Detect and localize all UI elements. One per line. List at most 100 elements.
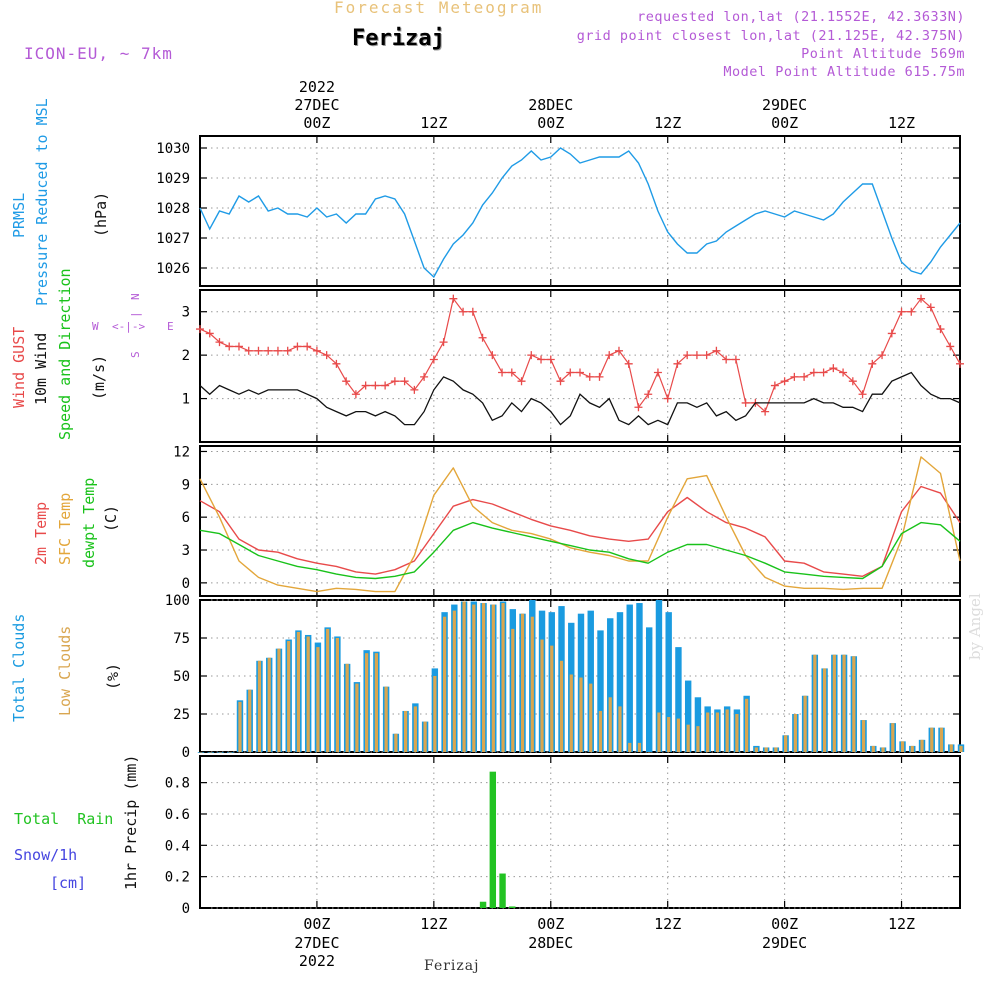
low-cloud-bar — [793, 714, 797, 752]
gust-marker — [800, 372, 809, 381]
low-cloud-bar — [365, 653, 369, 752]
low-cloud-bar — [501, 603, 505, 752]
low-cloud-bar — [345, 663, 349, 752]
bottom-axis-date-label: 29DEC — [762, 934, 807, 952]
low-cloud-bar — [550, 645, 554, 752]
top-axis-date-label: 27DEC — [294, 96, 339, 114]
low-cloud-bar — [374, 653, 378, 752]
gust-marker — [761, 407, 770, 416]
gust-marker — [692, 351, 701, 360]
gust-marker — [731, 355, 740, 364]
gust-marker — [926, 303, 935, 312]
total-cloud-bar — [684, 680, 692, 752]
low-cloud-bar — [618, 706, 622, 752]
low-cloud-bar — [326, 628, 330, 752]
total-cloud-bar — [665, 612, 672, 752]
location-title: Ferizaj — [352, 26, 445, 51]
gust-marker — [283, 346, 292, 355]
gust-marker — [234, 342, 243, 351]
gust-marker — [946, 342, 955, 351]
gust-marker — [848, 377, 857, 386]
gust-marker — [917, 294, 926, 303]
low-cloud-bar — [472, 604, 476, 752]
low-cloud-bar — [871, 745, 875, 752]
gust-marker — [839, 368, 848, 377]
wind-frame — [199, 289, 961, 443]
gust-marker — [429, 355, 438, 364]
low-cloud-bar — [209, 752, 213, 753]
low-cloud-bar — [228, 752, 232, 753]
low-cloud-bar — [891, 723, 895, 752]
low-cloud-bar — [199, 752, 203, 753]
gust-marker — [556, 377, 565, 386]
gust-marker — [936, 325, 945, 334]
rain-bar — [499, 873, 506, 908]
gust-marker — [614, 346, 623, 355]
low-cloud-bar — [608, 697, 612, 752]
temp-ytick-label: 3 — [182, 543, 190, 559]
gust-marker — [332, 359, 341, 368]
pressure-ytick-label: 1028 — [156, 201, 190, 217]
low-cloud-bar — [530, 616, 534, 752]
compass-ns-mid: | — [129, 311, 142, 318]
gust-marker — [322, 351, 331, 360]
top-axis-hour-label: 12Z — [654, 114, 681, 132]
bottom-axis-date-label: 27DEC — [294, 934, 339, 952]
precip-ytick-label: 0.2 — [165, 870, 190, 886]
compass-rose: N | W <-|-> E S — [92, 293, 174, 358]
watermark: by Angel — [966, 593, 984, 660]
gust-marker — [371, 381, 380, 390]
precip-panel: 0 0.2 0.4 0.6 0.8 — [165, 755, 961, 917]
gust-marker — [390, 377, 399, 386]
low-cloud-bar — [267, 657, 271, 752]
low-cloud-bar — [628, 742, 632, 752]
temp-sfc-line — [199, 456, 961, 593]
gust-marker — [829, 364, 838, 373]
precip-unit: 1hr Precip (mm) — [122, 755, 140, 890]
precip-frame — [199, 755, 961, 909]
gust-marker — [303, 342, 312, 351]
gust-marker — [351, 390, 360, 399]
wind-panel: 1 2 3 — [182, 289, 961, 443]
gust-marker — [956, 359, 964, 368]
gust-marker — [527, 351, 536, 360]
total-cloud-bar — [675, 647, 682, 752]
low-cloud-bar — [774, 747, 778, 752]
low-cloud-bar — [949, 744, 953, 752]
low-cloud-bar — [491, 604, 495, 752]
low-cloud-bar — [511, 628, 515, 752]
gust-marker — [546, 355, 555, 364]
low-cloud-bar — [579, 677, 583, 752]
low-cloud-bar — [442, 616, 447, 752]
compass-e: E — [167, 320, 174, 333]
clouds-ytick-label: 25 — [173, 707, 190, 723]
low-cloud-bar — [384, 686, 388, 752]
clouds-unit: (%) — [104, 663, 122, 690]
low-cloud-bar — [296, 631, 301, 752]
gust-marker — [244, 346, 253, 355]
precip-label-1: Total Rain — [14, 810, 113, 828]
low-cloud-bar — [520, 613, 525, 752]
model-label: ICON-EU, ~ 7km — [24, 44, 173, 63]
gust-marker — [507, 368, 516, 377]
gust-marker — [585, 372, 594, 381]
pressure-ytick-label: 1029 — [156, 171, 190, 187]
precip-ytick-label: 0.4 — [165, 838, 190, 854]
gust-marker — [663, 394, 672, 403]
total-cloud-bar — [607, 618, 614, 752]
chart-title: Forecast Meteogram — [334, 0, 544, 17]
low-cloud-bar — [657, 712, 661, 752]
low-cloud-bar — [910, 745, 914, 752]
total-cloud-bar — [646, 627, 653, 752]
temp-label-3: dewpt Temp — [80, 478, 98, 568]
low-cloud-bar — [248, 689, 252, 752]
temp-ytick-label: 6 — [182, 510, 190, 526]
gust-marker — [215, 338, 224, 347]
low-cloud-bar — [598, 710, 603, 752]
gust-marker — [273, 346, 282, 355]
low-cloud-bar — [647, 752, 651, 753]
pressure-panel: 1026 1027 1028 1029 1030 — [156, 135, 961, 287]
gust-marker — [225, 342, 234, 351]
low-cloud-bar — [725, 709, 729, 752]
